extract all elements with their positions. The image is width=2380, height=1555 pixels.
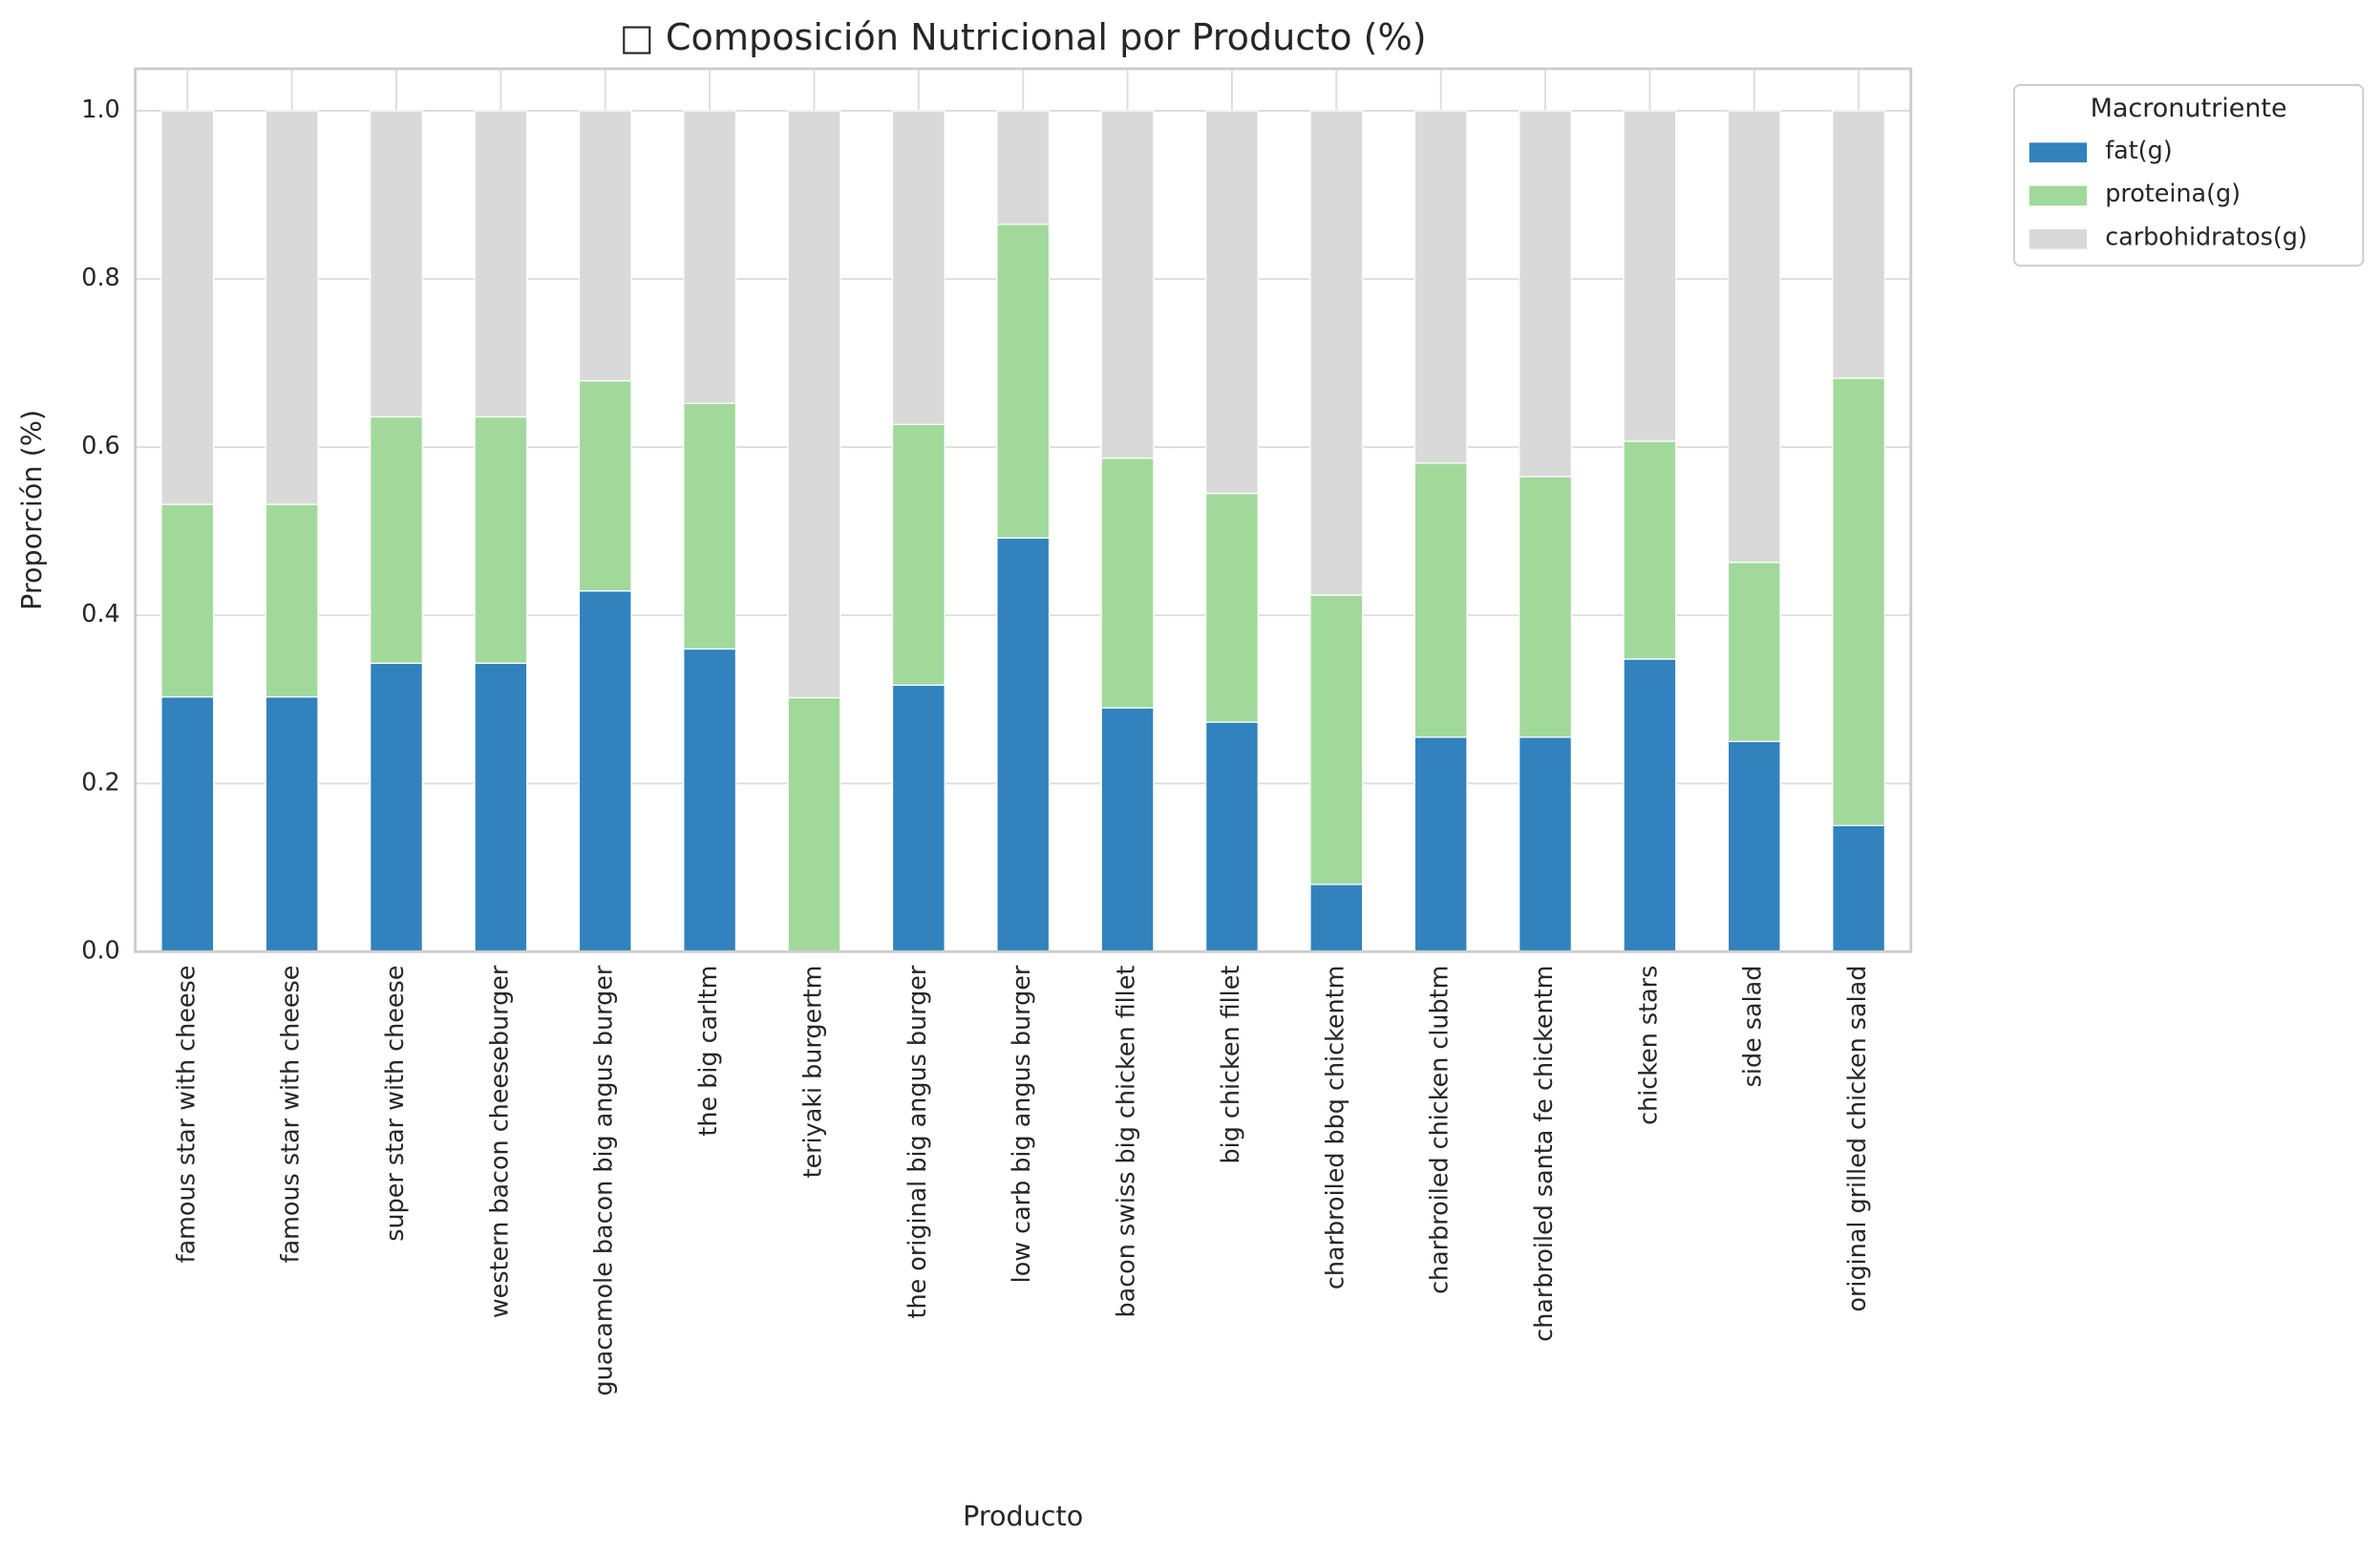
- bar-segment: [996, 110, 1051, 225]
- plot-border: [134, 67, 1913, 953]
- bar-segment: [1413, 110, 1468, 464]
- x-tick-label: big chicken fillet: [1216, 966, 1244, 1164]
- bar-segment: [1204, 110, 1259, 495]
- bar-segment: [160, 695, 215, 952]
- y-tick-label: 0.2: [81, 767, 119, 796]
- legend-box: [2012, 84, 2365, 267]
- x-tick-label: the original big angus burger: [903, 965, 931, 1318]
- bar-segment: [1832, 824, 1886, 952]
- y-axis-label: Proporción (%): [15, 410, 48, 610]
- x-tick-label: the big carltm: [693, 966, 722, 1137]
- y-tick-label: 0.0: [81, 935, 119, 964]
- x-tick-label: charbroiled bbq chickentm: [1320, 966, 1349, 1289]
- x-tick-label: famous star with cheese: [171, 966, 200, 1264]
- bar-segment: [474, 662, 528, 952]
- bar-segment: [160, 110, 215, 505]
- bar-segment: [1623, 658, 1677, 952]
- legend-title: Macronutriente: [2091, 94, 2287, 123]
- bar-segment: [160, 503, 215, 698]
- bar-segment: [1832, 377, 1886, 826]
- bar-segment: [1519, 736, 1573, 952]
- bar-segment: [1727, 562, 1781, 742]
- bar-segment: [891, 110, 946, 426]
- bar-segment: [891, 423, 946, 686]
- bar-segment: [1727, 740, 1781, 952]
- bar-segment: [891, 684, 946, 952]
- bar-segment: [474, 110, 528, 418]
- bar-segment: [265, 110, 319, 505]
- bar-segment: [1623, 440, 1677, 660]
- bar-segment: [265, 503, 319, 698]
- bar-segment: [1519, 110, 1573, 478]
- y-tick-label: 1.0: [81, 95, 119, 123]
- bar-segment: [1413, 736, 1468, 952]
- bar-segment: [787, 110, 841, 699]
- legend-label: proteina(g): [2105, 179, 2241, 207]
- legend-swatch: [2029, 185, 2088, 206]
- bar-segment: [683, 648, 737, 952]
- legend-swatch: [2029, 142, 2088, 163]
- bar-segment: [578, 379, 632, 592]
- bar-segment: [1727, 110, 1781, 564]
- bar-segment: [1100, 707, 1155, 952]
- bar-segment: [370, 110, 423, 418]
- legend-label: fat(g): [2105, 136, 2172, 164]
- x-tick-label: western bacon cheeseburger: [484, 965, 513, 1318]
- x-tick-label: super star with cheese: [380, 966, 409, 1242]
- bar-segment: [1623, 110, 1677, 442]
- x-tick-label: original grilled chicken salad: [1842, 966, 1871, 1312]
- bar-segment: [1204, 492, 1259, 723]
- bar-segment: [370, 415, 423, 665]
- bar-segment: [474, 415, 528, 665]
- bar-segment: [1309, 110, 1364, 596]
- bar-segment: [578, 590, 632, 952]
- bar-segment: [1100, 457, 1155, 709]
- x-tick-label: charbroiled chicken clubtm: [1425, 966, 1454, 1294]
- x-axis-label: Producto: [963, 1500, 1083, 1532]
- x-tick-label: side salad: [1738, 966, 1767, 1088]
- bar-segment: [1204, 721, 1259, 952]
- x-tick-label: bacon swiss big chicken fillet: [1112, 966, 1140, 1318]
- bar-segment: [1309, 594, 1364, 885]
- y-tick-label: 0.6: [81, 431, 119, 459]
- legend-swatch: [2029, 228, 2088, 249]
- bar-segment: [1309, 884, 1364, 952]
- y-tick-label: 0.4: [81, 599, 119, 628]
- bar-segment: [1100, 110, 1155, 459]
- x-tick-label: teriyaki burgertm: [797, 966, 826, 1179]
- bar-segment: [996, 224, 1051, 539]
- bar-segment: [1832, 110, 1886, 379]
- bar-segment: [996, 537, 1051, 952]
- y-tick-label: 0.8: [81, 263, 119, 291]
- x-tick-label: famous star with cheese: [276, 966, 305, 1264]
- bar-segment: [578, 110, 632, 382]
- legend-label: carbohidratos(g): [2105, 222, 2307, 250]
- x-tick-label: chicken stars: [1633, 966, 1662, 1125]
- x-tick-label: guacamole bacon big angus burger: [589, 965, 618, 1395]
- bar-segment: [265, 695, 319, 952]
- bar-segment: [1519, 476, 1573, 738]
- bar-segment: [683, 402, 737, 650]
- bar-segment: [370, 662, 423, 952]
- bar-segment: [683, 110, 737, 404]
- x-tick-label: low carb big angus burger: [1007, 965, 1035, 1283]
- bar-segment: [1413, 462, 1468, 738]
- x-tick-label: charbroiled santa fe chickentm: [1529, 966, 1558, 1342]
- chart-title: □ Composición Nutricional por Producto (…: [620, 16, 1427, 58]
- bar-segment: [787, 696, 841, 952]
